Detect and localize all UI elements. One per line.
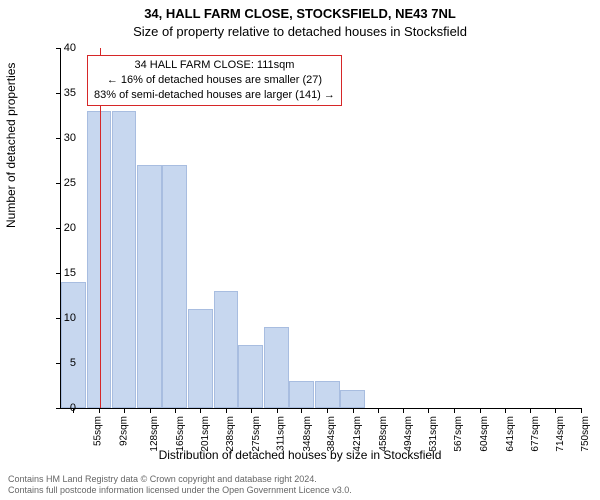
y-tick-label: 40 [46, 42, 76, 54]
histogram-bar [315, 381, 340, 408]
x-tick-label: 311sqm [275, 416, 286, 451]
x-tick-label: 348sqm [302, 416, 313, 452]
x-tick-mark [555, 408, 556, 413]
annotation-line-2: ← 16% of detached houses are smaller (27… [94, 73, 335, 88]
x-tick-mark [353, 408, 354, 413]
x-tick-label: 604sqm [479, 416, 490, 452]
x-tick-mark [327, 408, 328, 413]
chart-title-main: 34, HALL FARM CLOSE, STOCKSFIELD, NE43 7… [0, 6, 600, 21]
y-tick-label: 20 [46, 222, 76, 234]
x-tick-label: 275sqm [251, 416, 262, 452]
x-tick-label: 201sqm [200, 416, 211, 452]
x-tick-label: 494sqm [403, 416, 414, 452]
x-tick-label: 92sqm [119, 416, 130, 446]
footer-line-1: Contains HM Land Registry data © Crown c… [8, 474, 352, 485]
x-tick-label: 384sqm [327, 416, 338, 452]
x-tick-mark [200, 408, 201, 413]
histogram-bar [162, 165, 187, 408]
x-tick-mark [226, 408, 227, 413]
histogram-bar [112, 111, 137, 408]
footer-attribution: Contains HM Land Registry data © Crown c… [8, 474, 352, 496]
y-tick-label: 30 [46, 132, 76, 144]
x-tick-mark [124, 408, 125, 413]
annotation-box: 34 HALL FARM CLOSE: 111sqm← 16% of detac… [87, 55, 342, 106]
x-tick-mark [277, 408, 278, 413]
y-tick-label: 0 [46, 402, 76, 414]
x-tick-label: 165sqm [175, 416, 186, 452]
histogram-bar [238, 345, 263, 408]
x-tick-mark [505, 408, 506, 413]
plot-area: 34 HALL FARM CLOSE: 111sqm← 16% of detac… [60, 48, 581, 409]
annotation-line-1: 34 HALL FARM CLOSE: 111sqm [94, 58, 335, 73]
x-tick-mark [454, 408, 455, 413]
histogram-bar [137, 165, 162, 408]
histogram-bar [188, 309, 213, 408]
x-tick-label: 421sqm [352, 416, 363, 452]
x-tick-mark [175, 408, 176, 413]
histogram-bar [289, 381, 314, 408]
x-tick-mark [581, 408, 582, 413]
x-tick-label: 55sqm [93, 416, 104, 446]
y-tick-label: 25 [46, 177, 76, 189]
x-tick-mark [251, 408, 252, 413]
x-tick-label: 567sqm [453, 416, 464, 452]
x-tick-mark [428, 408, 429, 413]
y-tick-label: 15 [46, 267, 76, 279]
histogram-bar [264, 327, 289, 408]
y-tick-label: 10 [46, 312, 76, 324]
x-tick-mark [530, 408, 531, 413]
x-tick-mark [480, 408, 481, 413]
x-tick-label: 641sqm [505, 416, 516, 452]
x-tick-label: 128sqm [149, 416, 160, 452]
histogram-bar [214, 291, 239, 408]
histogram-bar [340, 390, 365, 408]
x-tick-label: 677sqm [530, 416, 541, 452]
footer-line-2: Contains full postcode information licen… [8, 485, 352, 496]
chart-title-sub: Size of property relative to detached ho… [0, 24, 600, 39]
annotation-line-3: 83% of semi-detached houses are larger (… [94, 88, 335, 103]
x-tick-label: 238sqm [225, 416, 236, 452]
x-tick-mark [150, 408, 151, 413]
x-tick-mark [378, 408, 379, 413]
x-tick-label: 531sqm [428, 416, 439, 452]
y-tick-label: 5 [46, 357, 76, 369]
x-tick-mark [99, 408, 100, 413]
x-tick-mark [403, 408, 404, 413]
y-axis-label: Number of detached properties [4, 63, 18, 228]
x-tick-label: 458sqm [378, 416, 389, 452]
x-tick-label: 750sqm [580, 416, 591, 452]
x-tick-label: 714sqm [555, 416, 566, 452]
histogram-bar [61, 282, 86, 408]
y-tick-label: 35 [46, 87, 76, 99]
x-tick-mark [301, 408, 302, 413]
chart-container: 34, HALL FARM CLOSE, STOCKSFIELD, NE43 7… [0, 0, 600, 500]
